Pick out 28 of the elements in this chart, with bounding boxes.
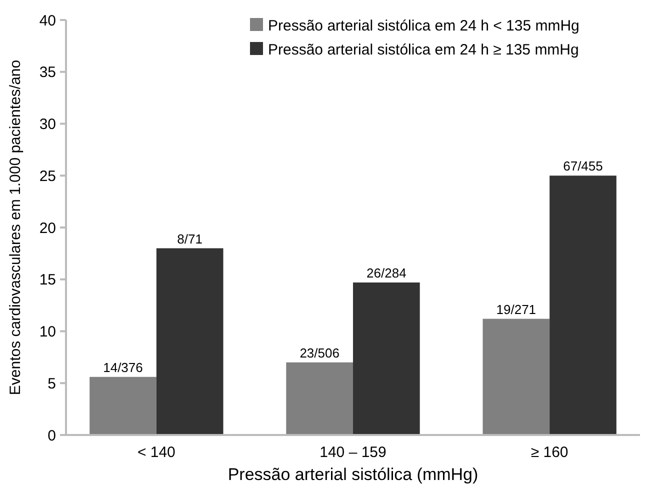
- x-tick-label: 140 – 159: [320, 444, 386, 461]
- data-label: 26/284: [366, 265, 406, 280]
- y-tick-label: 35: [39, 64, 56, 82]
- data-label: 67/455: [563, 158, 603, 174]
- bar: [156, 248, 224, 435]
- y-tick-label: 40: [39, 12, 56, 30]
- y-tick-label: 20: [39, 220, 56, 237]
- y-tick-label: 0: [48, 427, 56, 444]
- bar: [353, 282, 420, 435]
- y-axis-title: Eventos cardiovasculares em 1.000 pacientes/ano: [7, 60, 24, 396]
- data-label: 19/271: [496, 302, 536, 317]
- y-tick-label: 15: [39, 272, 56, 289]
- data-label: 23/506: [300, 345, 340, 360]
- x-tick-label: < 140: [137, 444, 176, 461]
- data-label: 14/376: [103, 360, 143, 375]
- y-tick-label: 25: [39, 168, 56, 185]
- legend-label: Pressão arterial sistólica em 24 h ≥ 135 mmHg: [268, 41, 579, 58]
- legend-label: Pressão arterial sistólica em 24 h < 135 mmHg: [268, 17, 580, 34]
- data-label: 8/71: [177, 231, 202, 246]
- bar: [286, 362, 353, 435]
- bar: [90, 376, 156, 435]
- y-tick-label: 5: [48, 375, 56, 392]
- bar: [482, 318, 550, 435]
- y-tick-label: 10: [39, 324, 56, 340]
- y-tick-label: 30: [39, 116, 56, 133]
- bar: [550, 176, 616, 435]
- x-tick-label: ≥ 160: [530, 444, 568, 461]
- x-axis-title: Pressão arterial sistólica (mmHg): [228, 465, 478, 484]
